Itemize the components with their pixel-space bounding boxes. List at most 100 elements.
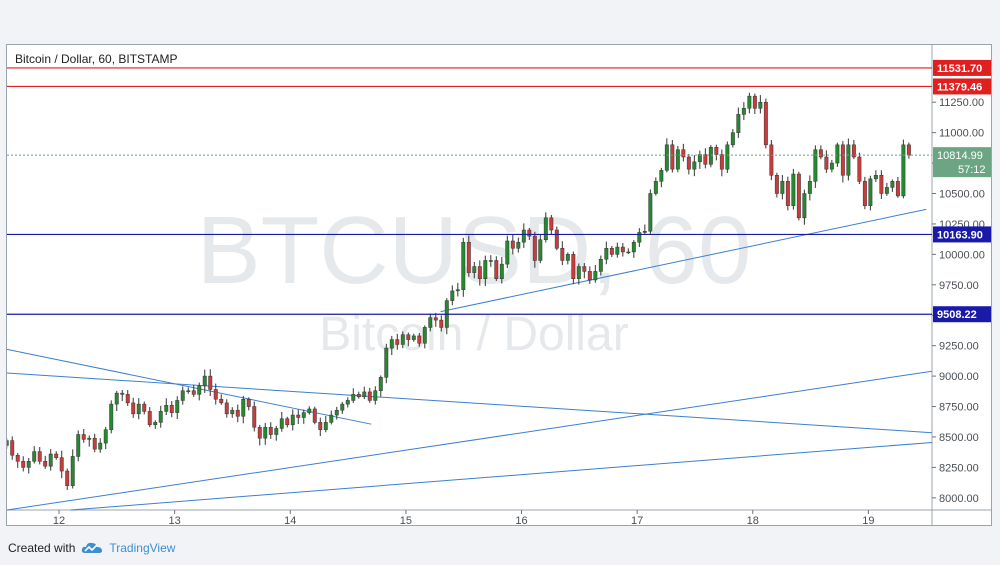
candle-body[interactable] (538, 239, 543, 261)
candle-body[interactable] (499, 263, 504, 279)
candle-body[interactable] (725, 144, 730, 170)
candle-body[interactable] (455, 289, 460, 292)
candle-body[interactable] (565, 254, 570, 261)
candle-body[interactable] (109, 403, 114, 430)
candle-body[interactable] (862, 181, 867, 206)
candle-body[interactable] (648, 193, 653, 232)
candle-body[interactable] (285, 418, 290, 426)
candle-body[interactable] (290, 414, 295, 426)
candle-body[interactable] (367, 391, 372, 401)
candle-body[interactable] (191, 390, 196, 395)
candle-body[interactable] (351, 394, 356, 401)
candle-body[interactable] (571, 254, 576, 279)
candle-body[interactable] (901, 144, 906, 197)
candle-body[interactable] (59, 457, 64, 472)
candle-body[interactable] (890, 181, 895, 188)
candle-body[interactable] (615, 246, 620, 255)
trend-line[interactable] (440, 208, 927, 313)
candle-body[interactable] (230, 409, 235, 415)
tradingview-link[interactable]: TradingView (81, 541, 175, 555)
candle-body[interactable] (620, 246, 625, 253)
candle-body[interactable] (763, 101, 768, 146)
candle-body[interactable] (26, 461, 31, 468)
candle-body[interactable] (433, 317, 438, 321)
candle-body[interactable] (884, 187, 889, 194)
candle-body[interactable] (208, 375, 213, 390)
trend-line[interactable] (70, 441, 933, 511)
candle-body[interactable] (730, 132, 735, 146)
candle-body[interactable] (10, 440, 15, 456)
candle-body[interactable] (224, 402, 229, 415)
candle-body[interactable] (582, 266, 587, 272)
candle-body[interactable] (169, 405, 174, 413)
trend-line[interactable] (7, 372, 933, 434)
candle-body[interactable] (131, 402, 136, 415)
candle-body[interactable] (796, 173, 801, 219)
candle-body[interactable] (593, 271, 598, 281)
candle-body[interactable] (488, 260, 493, 262)
candle-body[interactable] (98, 442, 103, 450)
candle-body[interactable] (670, 144, 675, 170)
candle-body[interactable] (857, 156, 862, 182)
candle-body[interactable] (851, 144, 856, 158)
candle-body[interactable] (879, 174, 884, 194)
candle-body[interactable] (521, 229, 526, 243)
candle-body[interactable] (417, 335, 422, 344)
candle-body[interactable] (70, 456, 75, 486)
candle-body[interactable] (378, 377, 383, 391)
candle-body[interactable] (774, 174, 779, 194)
candle-body[interactable] (373, 390, 378, 401)
candle-body[interactable] (406, 334, 411, 340)
candle-body[interactable] (758, 101, 763, 109)
candle-body[interactable] (389, 339, 394, 349)
candle-body[interactable] (32, 451, 37, 462)
candle-body[interactable] (846, 144, 851, 176)
candle-body[interactable] (769, 144, 774, 176)
candle-body[interactable] (252, 406, 257, 428)
candle-body[interactable] (323, 422, 328, 430)
candle-body[interactable] (76, 434, 81, 457)
candle-body[interactable] (362, 391, 367, 398)
candle-body[interactable] (197, 385, 202, 395)
candle-body[interactable] (136, 403, 141, 415)
candle-body[interactable] (54, 453, 59, 458)
candle-body[interactable] (736, 114, 741, 133)
candle-body[interactable] (400, 334, 405, 345)
candle-body[interactable] (461, 241, 466, 290)
candle-body[interactable] (329, 414, 334, 423)
candle-body[interactable] (21, 461, 26, 468)
candle-body[interactable] (307, 408, 312, 413)
candle-body[interactable] (411, 335, 416, 340)
candle-body[interactable] (301, 412, 306, 418)
candle-body[interactable] (175, 400, 180, 413)
candle-body[interactable] (576, 266, 581, 279)
candle-body[interactable] (604, 248, 609, 260)
candle-body[interactable] (752, 95, 757, 109)
candle-body[interactable] (340, 403, 345, 411)
candle-body[interactable] (587, 271, 592, 281)
candle-body[interactable] (802, 193, 807, 219)
candle-body[interactable] (384, 347, 389, 378)
candle-body[interactable] (719, 154, 724, 170)
candle-body[interactable] (466, 241, 471, 273)
candle-body[interactable] (345, 400, 350, 405)
candle-body[interactable] (37, 451, 42, 462)
candle-body[interactable] (741, 108, 746, 115)
candle-body[interactable] (840, 144, 845, 176)
candle-body[interactable] (246, 398, 251, 407)
candle-body[interactable] (868, 178, 873, 206)
candle-body[interactable] (818, 149, 823, 158)
candle-body[interactable] (158, 411, 163, 423)
candle-body[interactable] (659, 170, 664, 182)
candle-body[interactable] (609, 248, 614, 255)
candle-body[interactable] (549, 217, 554, 231)
candle-body[interactable] (450, 290, 455, 301)
candle-body[interactable] (142, 403, 147, 412)
candle-body[interactable] (780, 181, 785, 194)
candle-body[interactable] (483, 260, 488, 279)
candle-body[interactable] (395, 339, 400, 345)
candle-body[interactable] (642, 230, 647, 233)
candle-body[interactable] (235, 409, 240, 417)
candle-body[interactable] (472, 266, 477, 273)
